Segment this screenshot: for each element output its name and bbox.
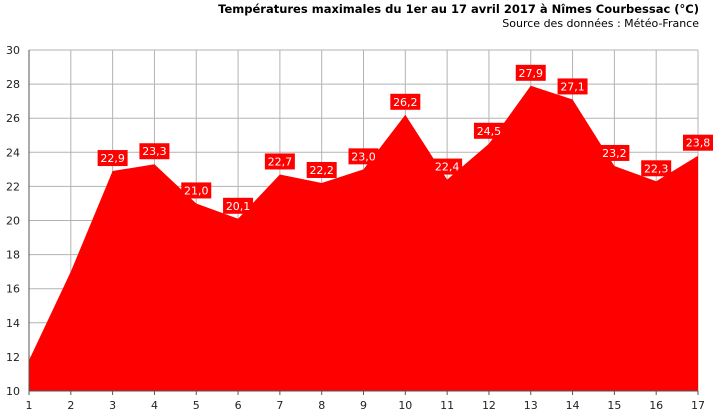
data-label: 22,7 xyxy=(268,155,293,168)
data-label-box xyxy=(683,134,713,151)
y-tick-label: 16 xyxy=(6,283,20,296)
data-label-box xyxy=(641,160,672,177)
y-tick-label: 30 xyxy=(6,44,20,57)
y-tick-label: 12 xyxy=(6,351,20,364)
data-label: 26,2 xyxy=(393,96,418,109)
y-tick-label: 22 xyxy=(6,180,20,193)
x-tick-label: 14 xyxy=(566,399,580,412)
y-tick-label: 28 xyxy=(6,78,20,91)
chart-subtitle: Source des données : Météo-France xyxy=(502,17,699,30)
x-tick-label: 4 xyxy=(151,399,158,412)
data-label-box xyxy=(557,78,588,95)
y-tick-label: 18 xyxy=(6,249,20,262)
x-tick-label: 1 xyxy=(26,399,33,412)
x-tick-label: 15 xyxy=(607,399,621,412)
y-tick-label: 14 xyxy=(6,317,20,330)
data-label: 22,3 xyxy=(644,162,669,175)
data-label-box xyxy=(473,122,504,139)
x-tick-label: 13 xyxy=(524,399,538,412)
data-label: 27,9 xyxy=(519,67,544,80)
data-label: 23,8 xyxy=(686,137,711,150)
x-tick-label: 17 xyxy=(691,399,705,412)
x-tick-label: 8 xyxy=(318,399,325,412)
x-tick-label: 10 xyxy=(398,399,412,412)
x-tick-label: 12 xyxy=(482,399,496,412)
x-tick-label: 9 xyxy=(360,399,367,412)
data-label-box xyxy=(515,64,546,81)
x-tick-label: 2 xyxy=(67,399,74,412)
x-tick-label: 6 xyxy=(235,399,242,412)
temperature-area xyxy=(29,85,698,392)
x-tick-label: 16 xyxy=(649,399,663,412)
data-label: 22,2 xyxy=(309,164,334,177)
y-tick-label: 10 xyxy=(6,385,20,398)
data-label: 23,3 xyxy=(142,145,167,158)
y-tick-label: 26 xyxy=(6,112,20,125)
data-label: 22,4 xyxy=(435,161,460,174)
data-label-box xyxy=(599,144,630,161)
x-tick-label: 11 xyxy=(440,399,454,412)
data-label-box xyxy=(181,182,212,199)
x-tick-label: 7 xyxy=(276,399,283,412)
data-label-box xyxy=(390,93,421,110)
data-label: 27,1 xyxy=(560,80,585,93)
data-label: 24,5 xyxy=(477,125,502,138)
data-label-box xyxy=(97,150,128,167)
y-tick-label: 20 xyxy=(6,215,20,228)
x-tick-label: 3 xyxy=(109,399,116,412)
data-label: 23,0 xyxy=(351,150,376,163)
data-label-box xyxy=(223,197,254,214)
chart-title: Températures maximales du 1er au 17 avri… xyxy=(218,2,699,16)
data-label-box xyxy=(432,158,463,175)
data-label: 22,9 xyxy=(100,152,125,165)
data-label-box xyxy=(139,143,170,160)
data-label-box xyxy=(264,153,295,170)
y-tick-label: 24 xyxy=(6,146,20,159)
data-label: 20,1 xyxy=(226,200,251,213)
data-label: 23,2 xyxy=(602,147,627,160)
data-label: 21,0 xyxy=(184,184,209,197)
x-tick-label: 5 xyxy=(193,399,200,412)
data-label-box xyxy=(306,161,337,178)
data-label-box xyxy=(348,148,379,165)
